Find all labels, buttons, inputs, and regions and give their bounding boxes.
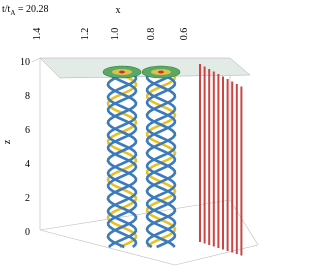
strand (145, 74, 177, 248)
flux-tubes (102, 64, 243, 256)
top-plane (39, 57, 251, 79)
x-tick-label: 0.6 (179, 28, 190, 41)
tube-cap-center (158, 70, 164, 74)
figure: t/tA = 20.28 x z 1.4 1.2 1.0 0.8 0.6 10 8 6 4 2 0 (2, 4, 259, 266)
box (31, 57, 259, 266)
z-tick-label: 2 (25, 193, 30, 204)
tube-cap-center (119, 70, 125, 74)
z-ticks: 10 8 6 4 2 0 (20, 57, 30, 238)
x-tick-label: 0.8 (146, 28, 157, 41)
x-tick-label: 1.2 (80, 28, 91, 41)
z-tick-label: 4 (25, 159, 30, 170)
x-axis-label: x (116, 5, 121, 16)
z-axis-label: z (2, 139, 13, 144)
strand (106, 73, 138, 249)
x-tick-label: 1.0 (110, 28, 121, 41)
x-tick-label: 1.4 (32, 28, 43, 41)
time-label: t/tA = 20.28 (2, 4, 49, 17)
strand (145, 73, 177, 249)
z-tick-label: 0 (25, 227, 30, 238)
strand (145, 73, 177, 249)
strand (106, 73, 138, 249)
z-tick-label: 6 (25, 125, 30, 136)
strand (106, 73, 138, 248)
z-tick-label: 8 (25, 91, 30, 102)
x-ticks: 1.4 1.2 1.0 0.8 0.6 (32, 28, 190, 41)
z-tick-label: 10 (20, 57, 30, 68)
strand (145, 74, 177, 248)
